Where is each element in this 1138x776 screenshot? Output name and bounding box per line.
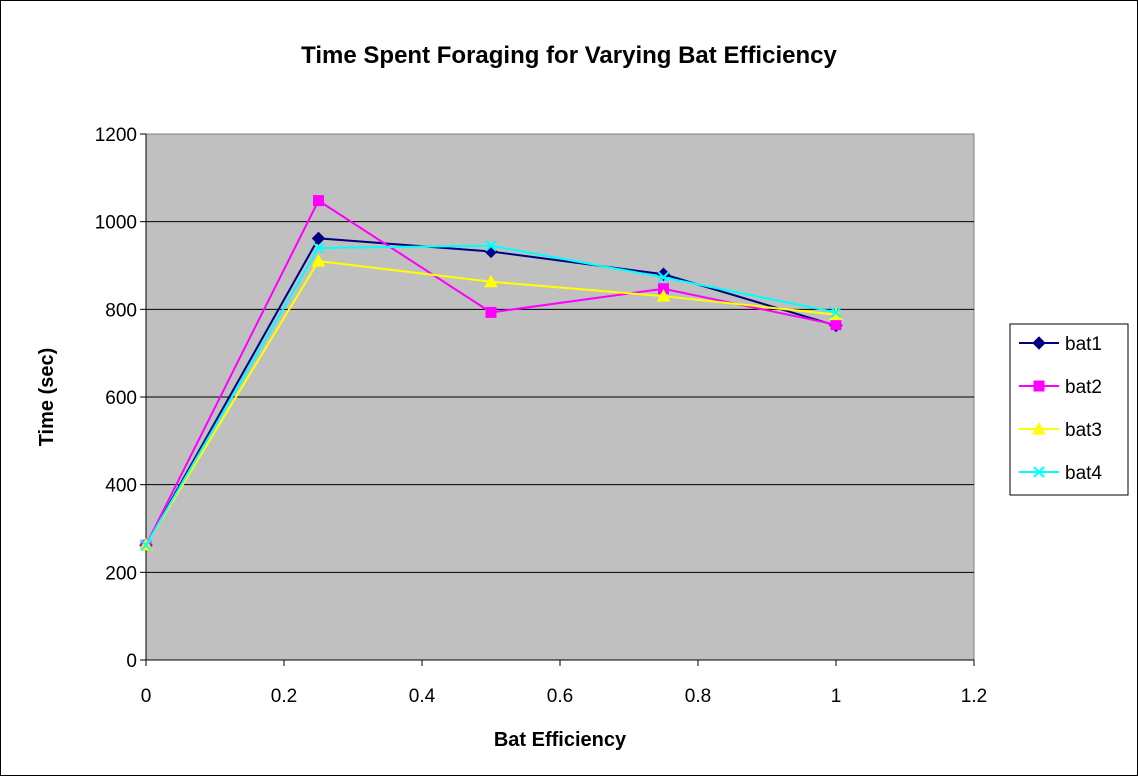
legend-box (1009, 323, 1129, 496)
x-tick-label-6: 1.2 (961, 686, 987, 707)
x-tick-label-3: 0.6 (547, 686, 573, 707)
point-bat4-1-stroke-b (312, 242, 325, 254)
point-bat4-2-stroke-b (485, 240, 497, 252)
legend-marker-bat4 (1033, 466, 1045, 478)
point-bat2-1 (313, 195, 324, 207)
y-axis-title: Time (sec) (36, 348, 58, 447)
y-tick-label-6: 1200 (95, 125, 137, 146)
legend-label-bat4: bat4 (1065, 463, 1102, 484)
legend-marker-bat1 (1032, 336, 1046, 350)
point-bat4-4 (830, 306, 842, 319)
point-bat4-0 (140, 539, 152, 551)
legend-label-bat2: bat2 (1065, 377, 1102, 398)
gridlines (146, 221, 974, 573)
legend-marker-bat2 (1033, 380, 1045, 392)
x-axis-title: Bat Efficiency (494, 729, 627, 751)
legend: bat1 bat2 bat3 bat4 (1009, 323, 1129, 496)
x-tick-label-1: 0.2 (271, 686, 297, 707)
y-tick-label-1: 200 (105, 563, 137, 584)
x-tick-label-2: 0.4 (409, 686, 436, 707)
x-tick-label-0: 0 (141, 686, 152, 707)
point-bat2-2 (485, 306, 497, 318)
legend-marker-bat3 (1032, 421, 1046, 435)
point-bat1-1 (311, 231, 326, 246)
y-tick-label-2: 400 (105, 476, 137, 497)
y-tick-label-5: 1000 (95, 213, 137, 234)
axes: 0 200 400 600 800 1000 1200 0 0.2 0.4 0.6 0.8 1 1.2 (95, 125, 987, 707)
x-tick-label-5: 1 (831, 686, 842, 707)
y-tick-label-4: 800 (105, 300, 137, 321)
legend-marker-bat4-stroke-b (1033, 466, 1045, 478)
point-bat3-2 (484, 274, 498, 288)
point-bat4-4-stroke-b (830, 306, 842, 319)
point-bat4-1 (312, 242, 325, 254)
y-tick-label-0: 0 (126, 651, 137, 672)
point-bat4-3 (657, 271, 670, 284)
point-bat4-0-stroke-b (140, 539, 152, 551)
y-tick-label-3: 600 (105, 388, 137, 409)
series-bat4 (140, 240, 842, 551)
chart-title: Time Spent Foraging for Varying Bat Effi… (301, 42, 837, 69)
legend-label-bat1: bat1 (1065, 334, 1102, 355)
point-bat4-2 (485, 240, 497, 252)
point-bat4-3-stroke-b (657, 271, 670, 284)
point-bat2-4 (830, 319, 842, 331)
x-tick-label-4: 0.8 (685, 686, 711, 707)
point-bat3-3 (656, 289, 671, 302)
series-layer (139, 195, 843, 552)
legend-label-bat3: bat3 (1065, 420, 1102, 441)
point-bat3-1 (311, 254, 326, 267)
